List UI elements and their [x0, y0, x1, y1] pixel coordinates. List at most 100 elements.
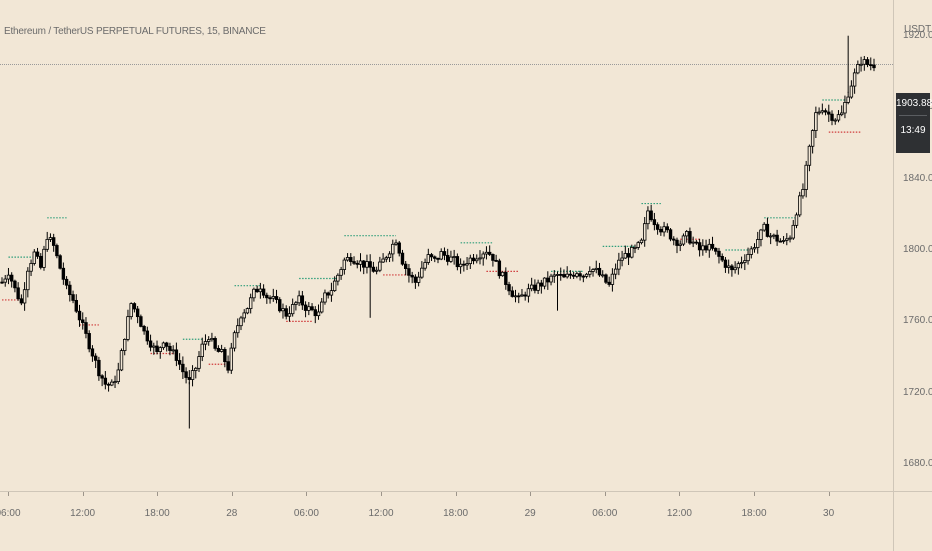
candle [542, 277, 547, 290]
candle [833, 118, 837, 125]
candle [223, 347, 227, 368]
candle [145, 326, 150, 345]
time-tick-label: 18:00 [741, 508, 767, 519]
price-tick-label: 1800.00 [903, 243, 932, 255]
candle [500, 271, 505, 277]
candle [852, 68, 857, 94]
candle [536, 279, 540, 295]
time-tick-mark [455, 492, 457, 496]
candle [584, 272, 589, 279]
time-tick-label: 30 [823, 508, 835, 519]
candle [578, 270, 582, 281]
candle [200, 337, 204, 362]
time-tick-label: 06:00 [0, 508, 21, 519]
candle [730, 264, 734, 277]
candle [798, 191, 802, 218]
candle [659, 226, 663, 236]
candle [436, 257, 440, 264]
candle [429, 252, 434, 261]
candle [484, 246, 489, 260]
candle [478, 250, 482, 265]
time-axis[interactable]: 06:00 12:00 18:00 28 06:00 12:00 18:00 29 06:00 1… [0, 491, 893, 551]
candle [126, 309, 130, 342]
candle [807, 144, 812, 172]
candle [804, 160, 808, 198]
candle [329, 282, 334, 302]
candle [504, 267, 508, 290]
candle [749, 246, 753, 259]
candle [313, 306, 317, 324]
candle [213, 336, 217, 351]
candle [568, 270, 573, 279]
candle [610, 268, 615, 292]
candle [294, 300, 298, 311]
time-tick-label: 12:00 [666, 508, 692, 519]
candle [836, 110, 841, 123]
candle [352, 256, 356, 265]
candle [87, 330, 91, 353]
candle [381, 253, 385, 264]
candle [274, 289, 279, 304]
candle [865, 57, 870, 68]
candle [613, 263, 618, 280]
candle [552, 270, 556, 283]
candle [391, 239, 395, 262]
candle [229, 342, 234, 374]
candle [491, 253, 495, 267]
candle [181, 356, 185, 379]
time-tick-mark [8, 492, 9, 496]
candle [320, 298, 324, 314]
price-chart[interactable] [0, 0, 893, 491]
time-tick-mark [679, 492, 681, 496]
candle [636, 241, 640, 250]
chart-area[interactable]: Ethereum / TetherUS PERPETUAL FUTURES, 1… [0, 0, 893, 491]
candle [526, 283, 531, 303]
candle [365, 254, 369, 274]
candle [368, 254, 372, 269]
candle [71, 290, 75, 304]
candle [97, 356, 101, 381]
candle [707, 238, 711, 258]
candle [649, 204, 653, 222]
candle [843, 95, 847, 119]
candle [817, 107, 821, 116]
candle [475, 254, 479, 264]
price-axis[interactable]: USDT 1920.001880.001840.001800.001760.00… [893, 0, 932, 491]
candle [604, 273, 608, 285]
candle [155, 340, 159, 355]
candle [287, 306, 292, 322]
candle [471, 253, 476, 265]
candle [210, 332, 214, 342]
time-tick-mark [82, 492, 84, 496]
candle [652, 212, 657, 231]
candle [433, 255, 437, 263]
candle [791, 220, 795, 240]
candle [110, 379, 114, 387]
candle [116, 362, 120, 385]
price-tick-label: 1920.00 [903, 29, 932, 41]
candle [394, 239, 398, 246]
time-tick-mark [306, 492, 308, 496]
candle [781, 236, 786, 244]
candle [546, 271, 550, 290]
symbol-title[interactable]: Ethereum / TetherUS PERPETUAL FUTURES, 1… [4, 26, 266, 37]
candle [42, 245, 46, 271]
candle [242, 309, 246, 323]
candle [400, 249, 405, 266]
currency-unit: USDT [904, 24, 932, 35]
candle [862, 55, 867, 71]
candle [678, 240, 682, 252]
candle [316, 304, 321, 320]
candle [423, 258, 427, 271]
candle [513, 289, 518, 303]
candle [35, 247, 40, 259]
candle [562, 269, 566, 279]
candle [345, 253, 350, 262]
candle [840, 105, 844, 117]
candle [458, 258, 463, 274]
candle [827, 104, 831, 122]
candle [720, 253, 724, 263]
candle [113, 375, 117, 388]
time-tick-mark [231, 492, 233, 496]
candle [665, 223, 670, 233]
